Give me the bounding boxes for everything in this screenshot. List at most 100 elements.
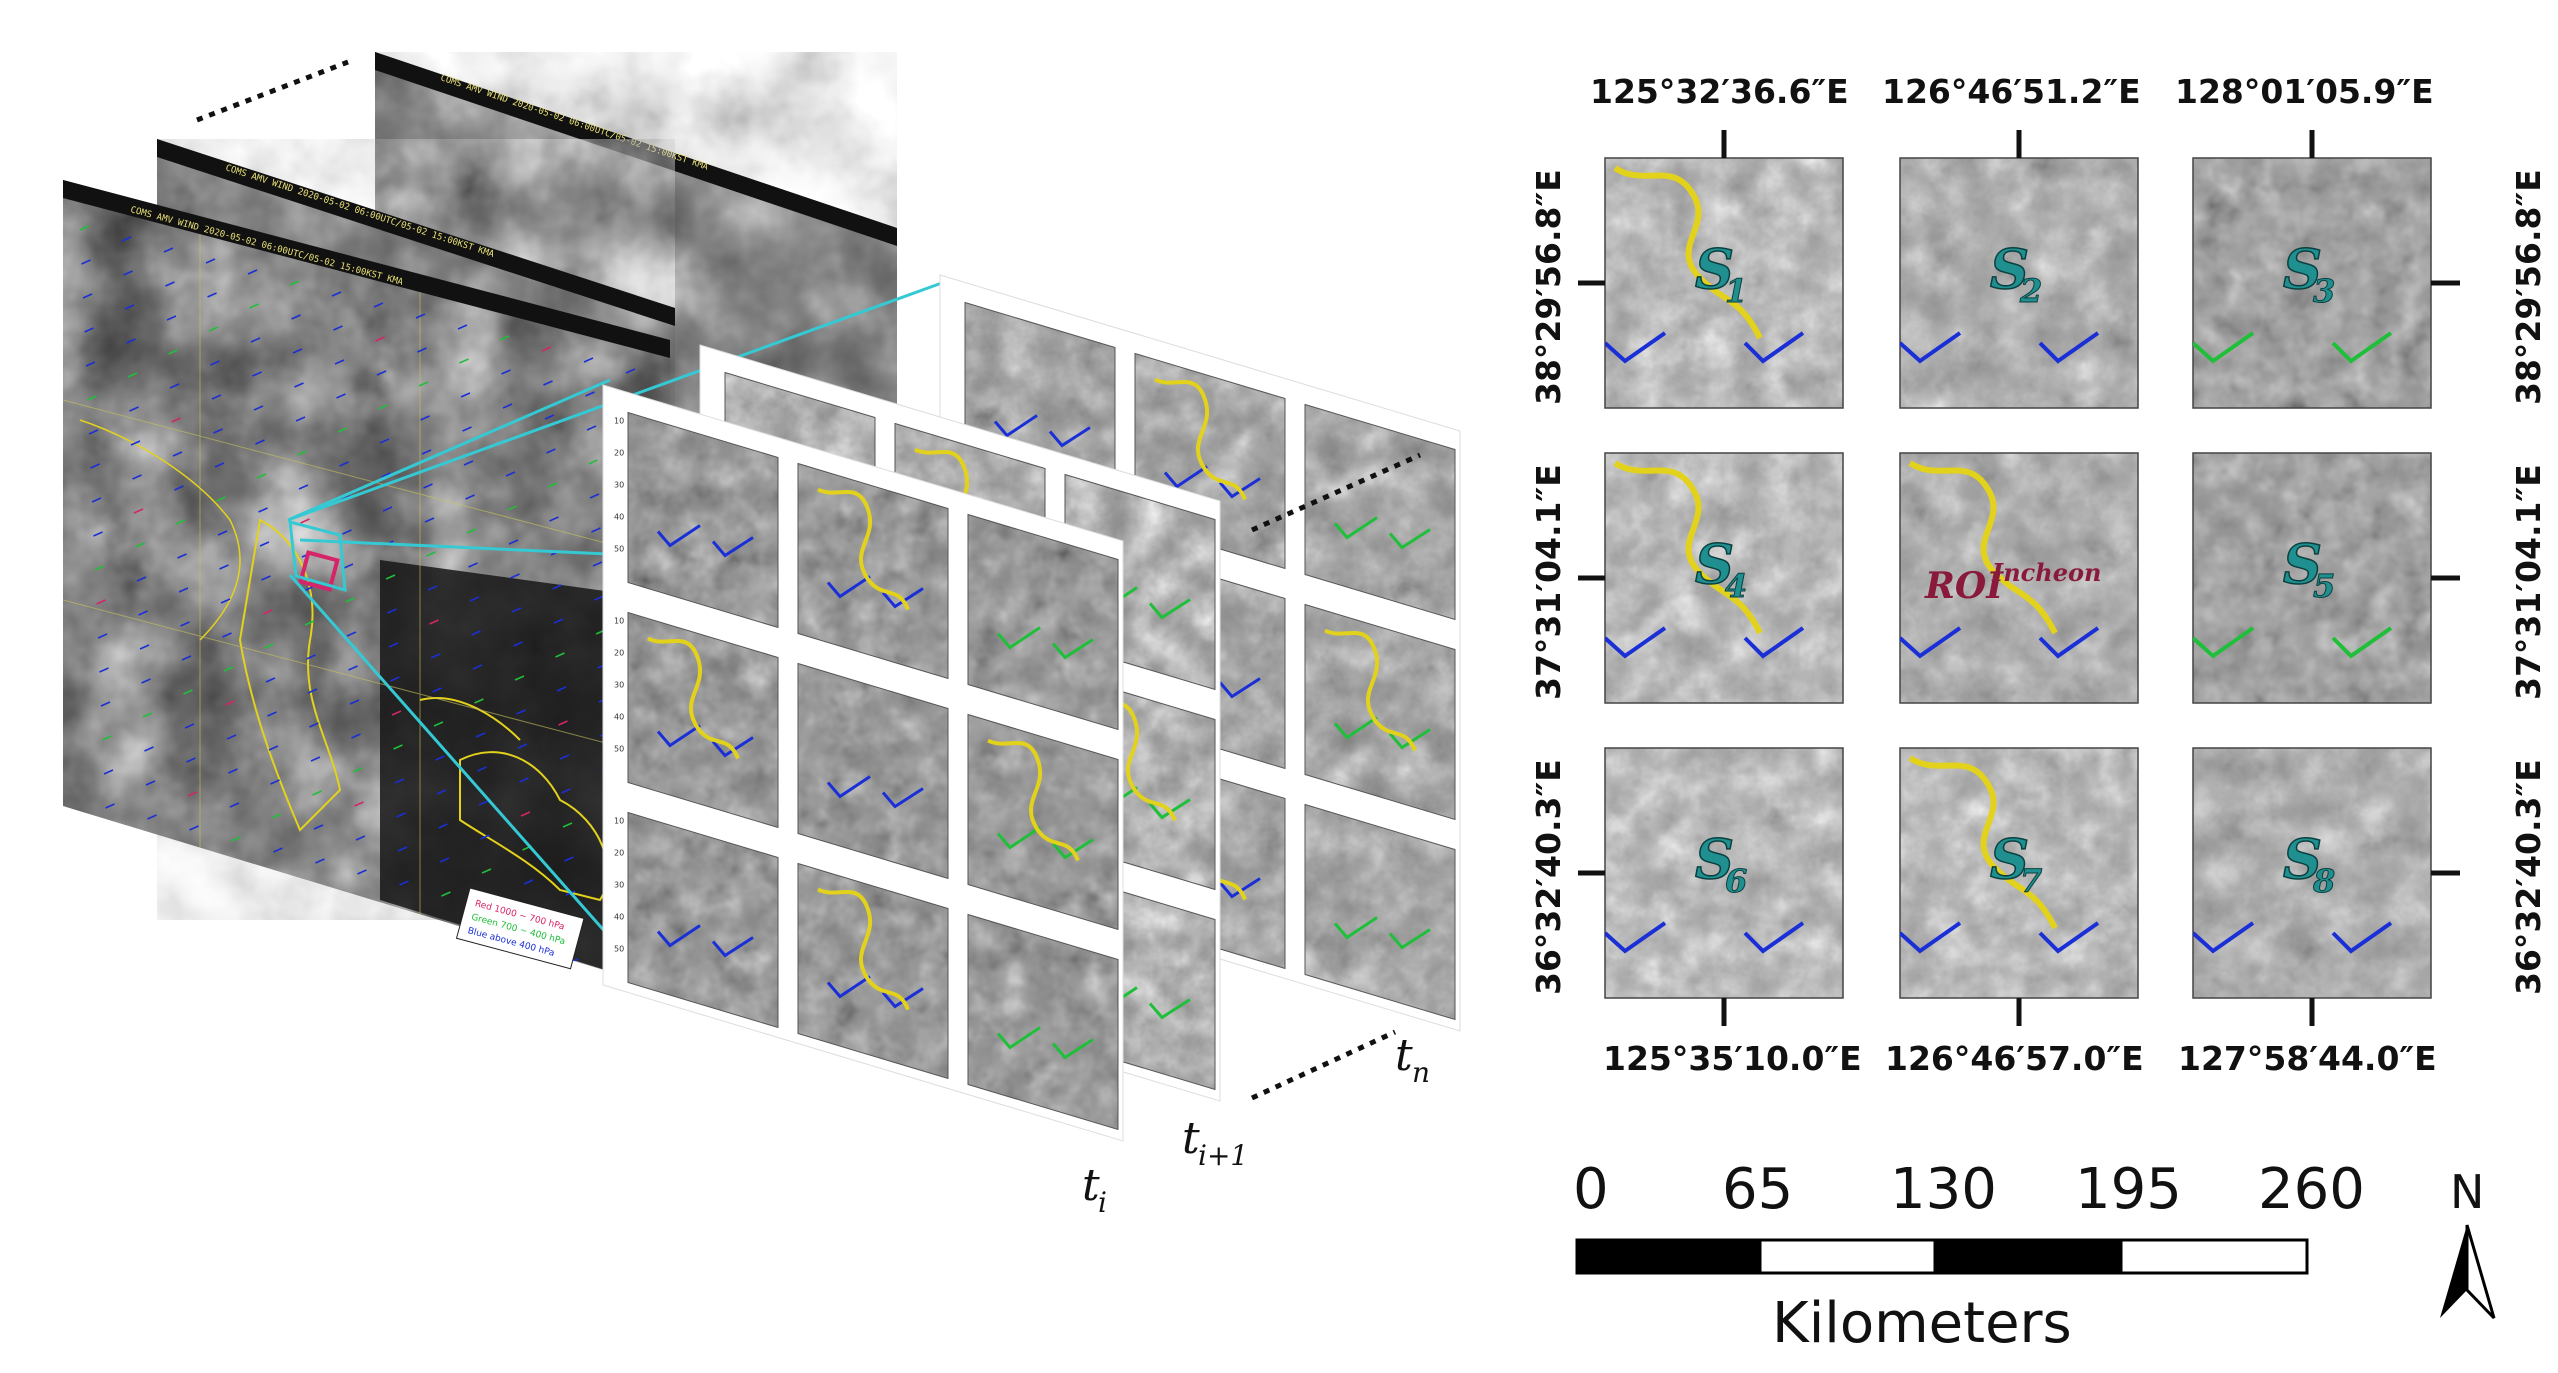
wind-barb <box>135 542 145 548</box>
wind-barb <box>261 575 271 581</box>
grid-cell-4: S4 <box>1604 452 1844 704</box>
tile-wind-barb <box>1163 465 1261 499</box>
grid-wind-barb <box>1900 921 2100 954</box>
wind-barb <box>376 370 387 376</box>
wind-barb <box>375 336 385 342</box>
wind-barb <box>249 303 259 309</box>
wind-barb <box>228 768 238 774</box>
wind-barb <box>511 607 522 613</box>
grid-coastline <box>1908 460 2058 635</box>
tile-coastline <box>1324 628 1417 752</box>
wind-barb <box>211 394 222 400</box>
wind-barb <box>93 531 103 537</box>
satellite-image-stack: COMS AMV WIND 2020-05-02 06:00UTC/05-02 … <box>63 52 951 1087</box>
wind-barb <box>273 847 283 853</box>
wind-barb <box>507 505 517 511</box>
bottom-coord-1: 125°35′10.0″E <box>1603 1039 1862 1078</box>
tile-tick-label: 40 <box>614 912 624 921</box>
grid-cell-imagery <box>1900 748 2138 998</box>
wind-barb <box>132 474 142 480</box>
wind-barb <box>195 961 205 967</box>
wind-barb <box>141 678 151 684</box>
wind-barb <box>343 563 354 569</box>
wind-barb <box>528 981 538 987</box>
grid-cell-1: S1 <box>1604 157 1844 409</box>
scale-tick-0: 0 <box>1573 1157 1609 1222</box>
wind-barb <box>381 472 391 478</box>
wind-barb <box>549 516 559 522</box>
wind-barb <box>388 642 399 648</box>
wind-barb <box>169 383 180 389</box>
wind-barb <box>264 643 274 649</box>
right-coord-2: 37°31′04.1″E <box>2509 464 2548 700</box>
wind-barb <box>435 755 445 761</box>
wind-barb <box>387 608 397 614</box>
wind-barb <box>429 619 439 625</box>
wind-barb <box>129 406 139 412</box>
right-coord-1: 38°29′56.8″E <box>2509 169 2548 405</box>
wind-barb <box>193 927 204 933</box>
grid-wind-barb <box>1900 331 2100 364</box>
grid-cell-8: S7 <box>1899 747 2139 999</box>
wind-barb <box>105 803 115 809</box>
bottom-coord-2: 126°46′57.0″E <box>1885 1039 2144 1078</box>
wind-barb <box>274 881 285 887</box>
wind-barb <box>516 709 526 715</box>
wind-barb <box>379 438 390 444</box>
wind-barb <box>210 360 220 366</box>
wind-barb <box>232 870 243 876</box>
wind-barb <box>658 1083 667 1087</box>
tile-tick-label: 50 <box>614 744 624 753</box>
tile-wind-barb <box>996 626 1094 660</box>
wind-barb <box>519 777 529 783</box>
wind-barb <box>564 856 574 862</box>
coastline-korea <box>238 518 342 832</box>
wind-barb <box>505 471 516 477</box>
scale-bar: 0 65 130 195 260 Kilometers <box>1573 1157 2365 1356</box>
grid-cell-2: S2 <box>1899 157 2139 409</box>
wind-barb <box>501 369 511 375</box>
wind-barb <box>391 710 402 716</box>
svg-text:t: t <box>1082 1160 1100 1211</box>
scale-tick-130: 130 <box>1890 1157 1997 1222</box>
wind-barb <box>561 788 571 794</box>
wind-barb <box>403 982 414 988</box>
subregion-sub-3: 3 <box>2313 272 2335 310</box>
grid-cell-imagery <box>1900 158 2138 408</box>
wind-barb <box>423 483 433 489</box>
wind-barb <box>399 880 409 886</box>
wind-barb <box>99 667 109 673</box>
wind-barb <box>472 664 483 670</box>
wind-barb <box>591 527 601 533</box>
wind-barb <box>222 632 232 638</box>
wind-barb <box>508 539 519 545</box>
wind-barb <box>490 1039 499 1043</box>
stack-depth-dashes-top <box>196 59 349 123</box>
wind-barb <box>541 346 552 352</box>
wind-barb <box>396 812 406 818</box>
wind-barb <box>586 425 597 431</box>
wind-barb <box>189 825 199 831</box>
wind-barb <box>180 621 190 627</box>
wind-barb <box>87 395 97 401</box>
grid-cell-imagery <box>1605 748 1843 998</box>
wind-barb <box>231 836 241 842</box>
wind-barb <box>259 541 270 547</box>
wind-barb <box>444 959 454 965</box>
wind-barb <box>354 801 364 807</box>
wind-barb <box>613 1004 622 1008</box>
wind-barb <box>361 971 372 977</box>
grid-wind-barb <box>1605 921 1805 954</box>
wind-barb <box>358 903 369 909</box>
wind-barb <box>583 357 594 363</box>
tile-wind-barb <box>1333 516 1431 550</box>
svg-text:i+1: i+1 <box>1198 1139 1248 1172</box>
wind-barb <box>400 914 411 920</box>
wind-barb <box>420 415 430 421</box>
wind-barb <box>255 439 265 445</box>
left-coordinate-labels: 38°29′56.8″E 37°31′04.1″E 36°32′40.3″E <box>1529 169 1568 995</box>
grid-coastline <box>1908 755 2058 930</box>
wind-barb <box>292 348 303 354</box>
wind-barb <box>442 925 453 931</box>
wind-barb <box>432 687 442 693</box>
